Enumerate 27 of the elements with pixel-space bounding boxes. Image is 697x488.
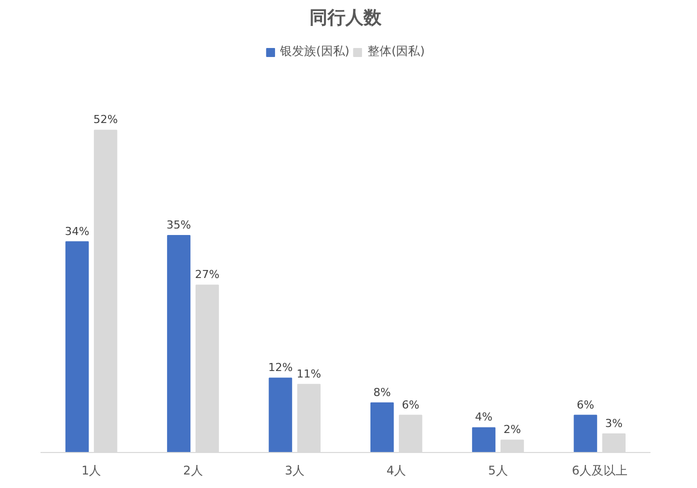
- x-tick-label: 5人: [488, 464, 508, 478]
- bar: [65, 241, 89, 452]
- data-label: 27%: [195, 268, 220, 282]
- x-tick-label: 1人: [82, 464, 102, 478]
- x-tick-label: 4人: [386, 464, 406, 478]
- data-label: 52%: [93, 113, 118, 126]
- bar: [370, 402, 394, 452]
- x-tick-label: 2人: [183, 464, 203, 478]
- bar: [167, 235, 190, 452]
- legend-label: 整体(因私): [368, 43, 425, 60]
- bar: [472, 427, 496, 452]
- x-tick-label: 6人及以上: [572, 464, 628, 478]
- data-label: 35%: [166, 218, 191, 232]
- data-label: 12%: [268, 361, 293, 374]
- data-label: 4%: [475, 410, 492, 424]
- bar: [268, 378, 292, 452]
- data-label: 34%: [64, 224, 90, 238]
- data-label: 8%: [373, 386, 391, 399]
- x-tick-label: 3人: [284, 464, 304, 478]
- data-label: 6%: [576, 398, 594, 412]
- data-label: 6%: [402, 398, 420, 412]
- chart-title: 同行人数: [310, 8, 382, 28]
- data-label: 2%: [504, 423, 521, 436]
- data-label: 3%: [605, 416, 623, 430]
- bar: [574, 414, 598, 452]
- data-label: 11%: [296, 367, 322, 380]
- legend-label: 银发族(因私): [280, 43, 350, 60]
